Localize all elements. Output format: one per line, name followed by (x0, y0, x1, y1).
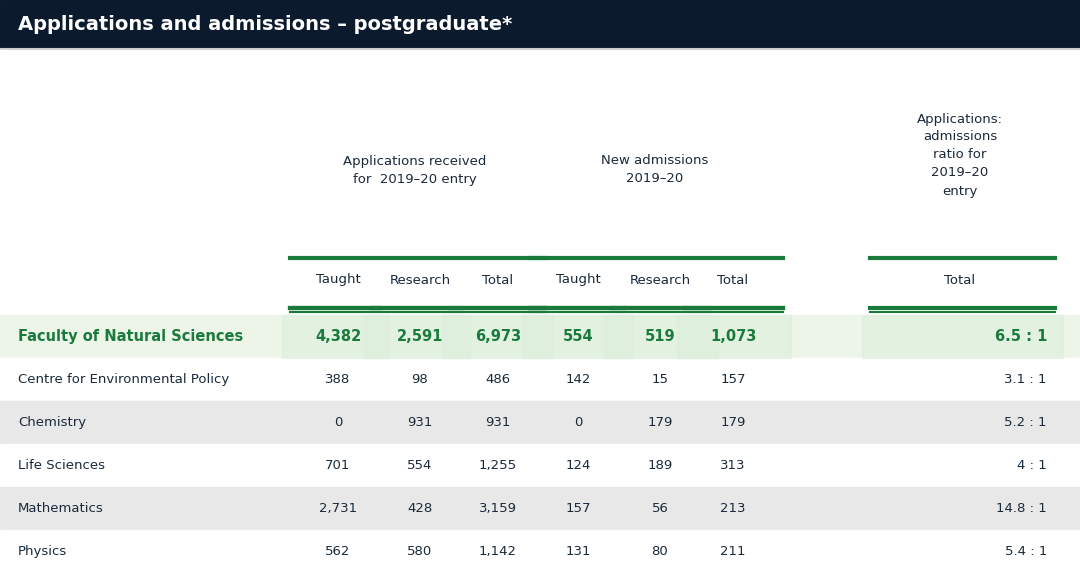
Text: 931: 931 (485, 416, 511, 429)
Text: 313: 313 (720, 459, 746, 472)
Text: 6.5 : 1: 6.5 : 1 (995, 329, 1047, 344)
Text: 98: 98 (411, 373, 429, 386)
Bar (442, 315, 553, 358)
Bar (0, 315, 1080, 358)
Bar (862, 315, 1063, 358)
Text: 3,159: 3,159 (480, 502, 517, 515)
Text: 213: 213 (720, 502, 746, 515)
Text: 701: 701 (325, 459, 351, 472)
Bar (677, 315, 791, 358)
Text: 0: 0 (573, 416, 582, 429)
Bar (0, 358, 1080, 401)
Text: 157: 157 (565, 502, 591, 515)
Text: 554: 554 (563, 329, 593, 344)
Text: Applications received
for  2019–20 entry: Applications received for 2019–20 entry (343, 154, 487, 185)
Text: 2,731: 2,731 (319, 502, 357, 515)
Text: 388: 388 (325, 373, 351, 386)
Text: 4,382: 4,382 (315, 329, 361, 344)
Bar (282, 315, 388, 358)
Text: Total: Total (483, 273, 514, 287)
Text: 157: 157 (720, 373, 746, 386)
Text: Mathematics: Mathematics (18, 502, 104, 515)
Text: 124: 124 (565, 459, 591, 472)
Text: Research: Research (390, 273, 450, 287)
Text: 554: 554 (407, 459, 433, 472)
Text: Applications and admissions – postgraduate*: Applications and admissions – postgradua… (18, 14, 512, 34)
Text: 428: 428 (407, 502, 433, 515)
Text: 211: 211 (720, 545, 746, 558)
Text: Applications:
admissions
ratio for
2019–20
entry: Applications: admissions ratio for 2019–… (917, 113, 1003, 197)
Text: 80: 80 (651, 545, 669, 558)
Bar (0, 0, 1080, 48)
Bar (604, 315, 718, 358)
Text: 1,142: 1,142 (480, 545, 517, 558)
Text: 0: 0 (334, 416, 342, 429)
Text: 2,591: 2,591 (396, 329, 443, 344)
Text: Total: Total (717, 273, 748, 287)
Text: 5.2 : 1: 5.2 : 1 (1004, 416, 1047, 429)
Text: 56: 56 (651, 502, 669, 515)
Text: Faculty of Natural Sciences: Faculty of Natural Sciences (18, 329, 243, 344)
Text: Total: Total (944, 273, 975, 287)
Text: 3.1 : 1: 3.1 : 1 (1004, 373, 1047, 386)
Text: 189: 189 (647, 459, 673, 472)
Text: 179: 179 (720, 416, 745, 429)
Text: 580: 580 (407, 545, 433, 558)
Text: 562: 562 (325, 545, 351, 558)
Text: Taught: Taught (555, 273, 600, 287)
Text: 131: 131 (565, 545, 591, 558)
Bar (0, 444, 1080, 487)
Text: Physics: Physics (18, 545, 67, 558)
Text: Life Sciences: Life Sciences (18, 459, 105, 472)
Text: New admissions
2019–20: New admissions 2019–20 (602, 154, 708, 185)
Bar (522, 315, 633, 358)
Text: 15: 15 (651, 373, 669, 386)
Text: 142: 142 (565, 373, 591, 386)
Text: Centre for Environmental Policy: Centre for Environmental Policy (18, 373, 229, 386)
Text: 1,255: 1,255 (478, 459, 517, 472)
Text: 1,073: 1,073 (710, 329, 756, 344)
Bar (0, 401, 1080, 444)
Text: 6,973: 6,973 (475, 329, 521, 344)
Text: 5.4 : 1: 5.4 : 1 (1004, 545, 1047, 558)
Bar (0, 530, 1080, 572)
Text: 519: 519 (645, 329, 675, 344)
Text: Research: Research (630, 273, 690, 287)
Text: 179: 179 (647, 416, 673, 429)
Text: Chemistry: Chemistry (18, 416, 86, 429)
Text: 4 : 1: 4 : 1 (1017, 459, 1047, 472)
Bar (0, 487, 1080, 530)
Text: 931: 931 (407, 416, 433, 429)
Text: 14.8 : 1: 14.8 : 1 (996, 502, 1047, 515)
Bar (364, 315, 470, 358)
Text: 486: 486 (485, 373, 511, 386)
Text: Taught: Taught (315, 273, 361, 287)
